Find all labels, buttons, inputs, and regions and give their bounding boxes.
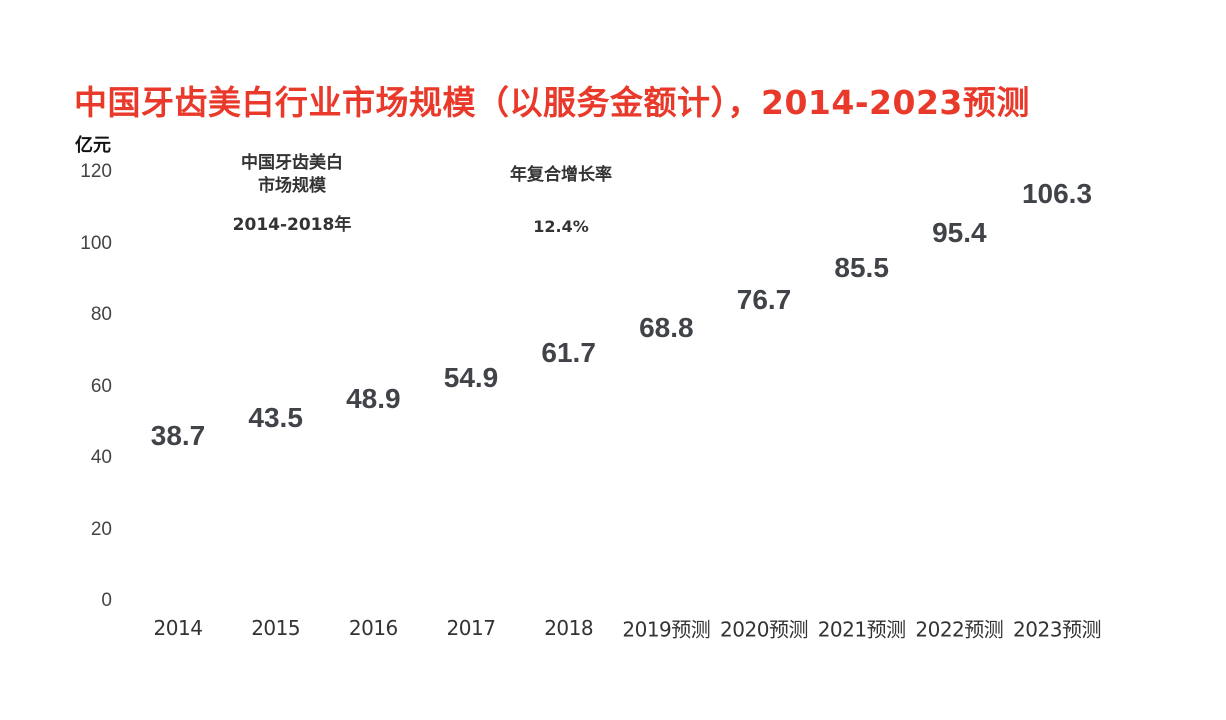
y-tick-label: 60 <box>90 375 112 397</box>
annotation-market-line1: 中国牙齿美白 <box>241 153 343 173</box>
value-label: 76.7 <box>736 283 792 315</box>
x-tick-label: 2017 <box>446 616 496 640</box>
x-tick-label: 2014 <box>153 616 203 640</box>
bar <box>436 405 506 601</box>
value-label: 48.9 <box>346 383 401 415</box>
bar <box>534 380 604 601</box>
y-tick-label: 0 <box>101 590 112 611</box>
y-tick-label: 100 <box>80 232 112 254</box>
x-tick-label: 2019预测 <box>622 617 711 642</box>
value-label: 54.9 <box>443 361 499 393</box>
x-tick-label: 2023预测 <box>1013 617 1101 642</box>
annotation-cagr-label: 年复合增长率 <box>510 165 612 185</box>
x-tick-label: 2020预测 <box>720 617 808 642</box>
x-tick-label: 2022预测 <box>915 617 1004 642</box>
x-tick-label: 2016 <box>348 616 398 640</box>
chart-title: 中国牙齿美白行业市场规模（以服务金额计），2014-2023预测 <box>74 83 1030 122</box>
bar <box>1022 221 1092 601</box>
value-label: 85.5 <box>834 252 889 284</box>
y-tick-label: 80 <box>90 304 112 325</box>
value-label: 61.7 <box>541 337 596 369</box>
x-tick-label: 2021预测 <box>817 617 906 642</box>
value-label: 43.5 <box>248 402 303 434</box>
value-label: 106.3 <box>1021 177 1093 209</box>
value-label: 68.8 <box>639 312 694 344</box>
bar <box>827 295 897 601</box>
x-tick-label: 2018 <box>544 616 594 640</box>
y-tick-label: 20 <box>90 518 112 540</box>
value-label: 95.4 <box>932 216 987 248</box>
annotation-market-line2: 市场规模 <box>258 176 326 196</box>
y-tick-label: 40 <box>90 447 112 468</box>
annotation-period: 2014-2018年 <box>232 215 352 235</box>
x-tick-label: 2015 <box>251 616 301 640</box>
bar <box>729 327 799 601</box>
value-label: 38.7 <box>150 419 206 451</box>
y-axis-unit: 亿元 <box>75 135 111 156</box>
annotation-market-label: 中国牙齿美白 市场规模 <box>241 152 343 198</box>
bar <box>338 426 408 601</box>
bar <box>143 463 213 601</box>
bar <box>924 260 994 601</box>
y-tick-label: 120 <box>80 161 112 182</box>
bar <box>241 445 311 601</box>
bar <box>631 355 701 601</box>
annotation-cagr-value: 12.4% <box>533 217 589 236</box>
